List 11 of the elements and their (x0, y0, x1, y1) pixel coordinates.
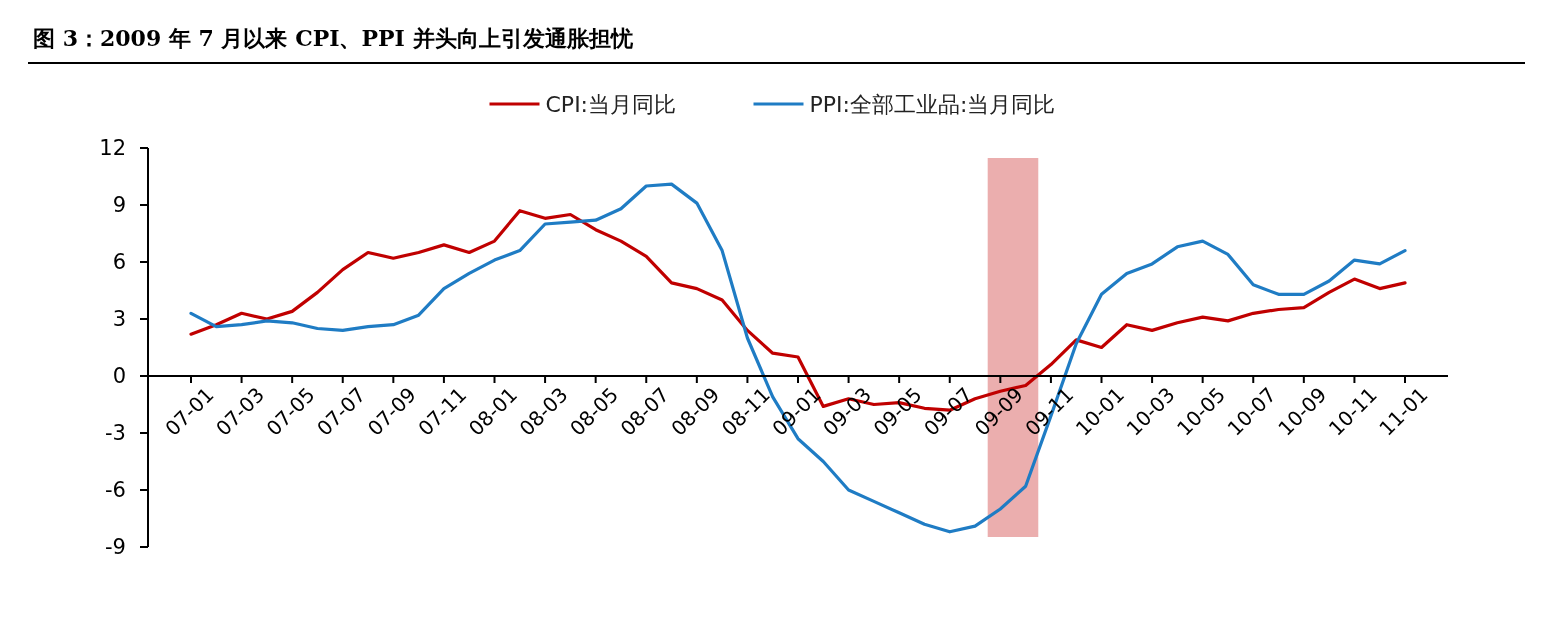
y-tick-label: -9 (105, 535, 126, 560)
y-tick-label: 12 (99, 136, 126, 161)
legend-label: CPI:当月同比 (545, 92, 677, 117)
legend-label: PPI:全部工业品:当月同比 (809, 92, 1056, 117)
y-tick-label: -3 (105, 421, 126, 446)
y-tick-label: 9 (112, 193, 126, 218)
y-tick-label: 3 (112, 307, 126, 332)
y-tick-label: 0 (112, 364, 126, 389)
y-tick-label: 6 (112, 250, 126, 275)
chart-title: 图 3：2009 年 7 月以来 CPI、PPI 并头向上引发通胀担忧 (33, 25, 634, 51)
y-tick-label: -6 (105, 478, 126, 503)
